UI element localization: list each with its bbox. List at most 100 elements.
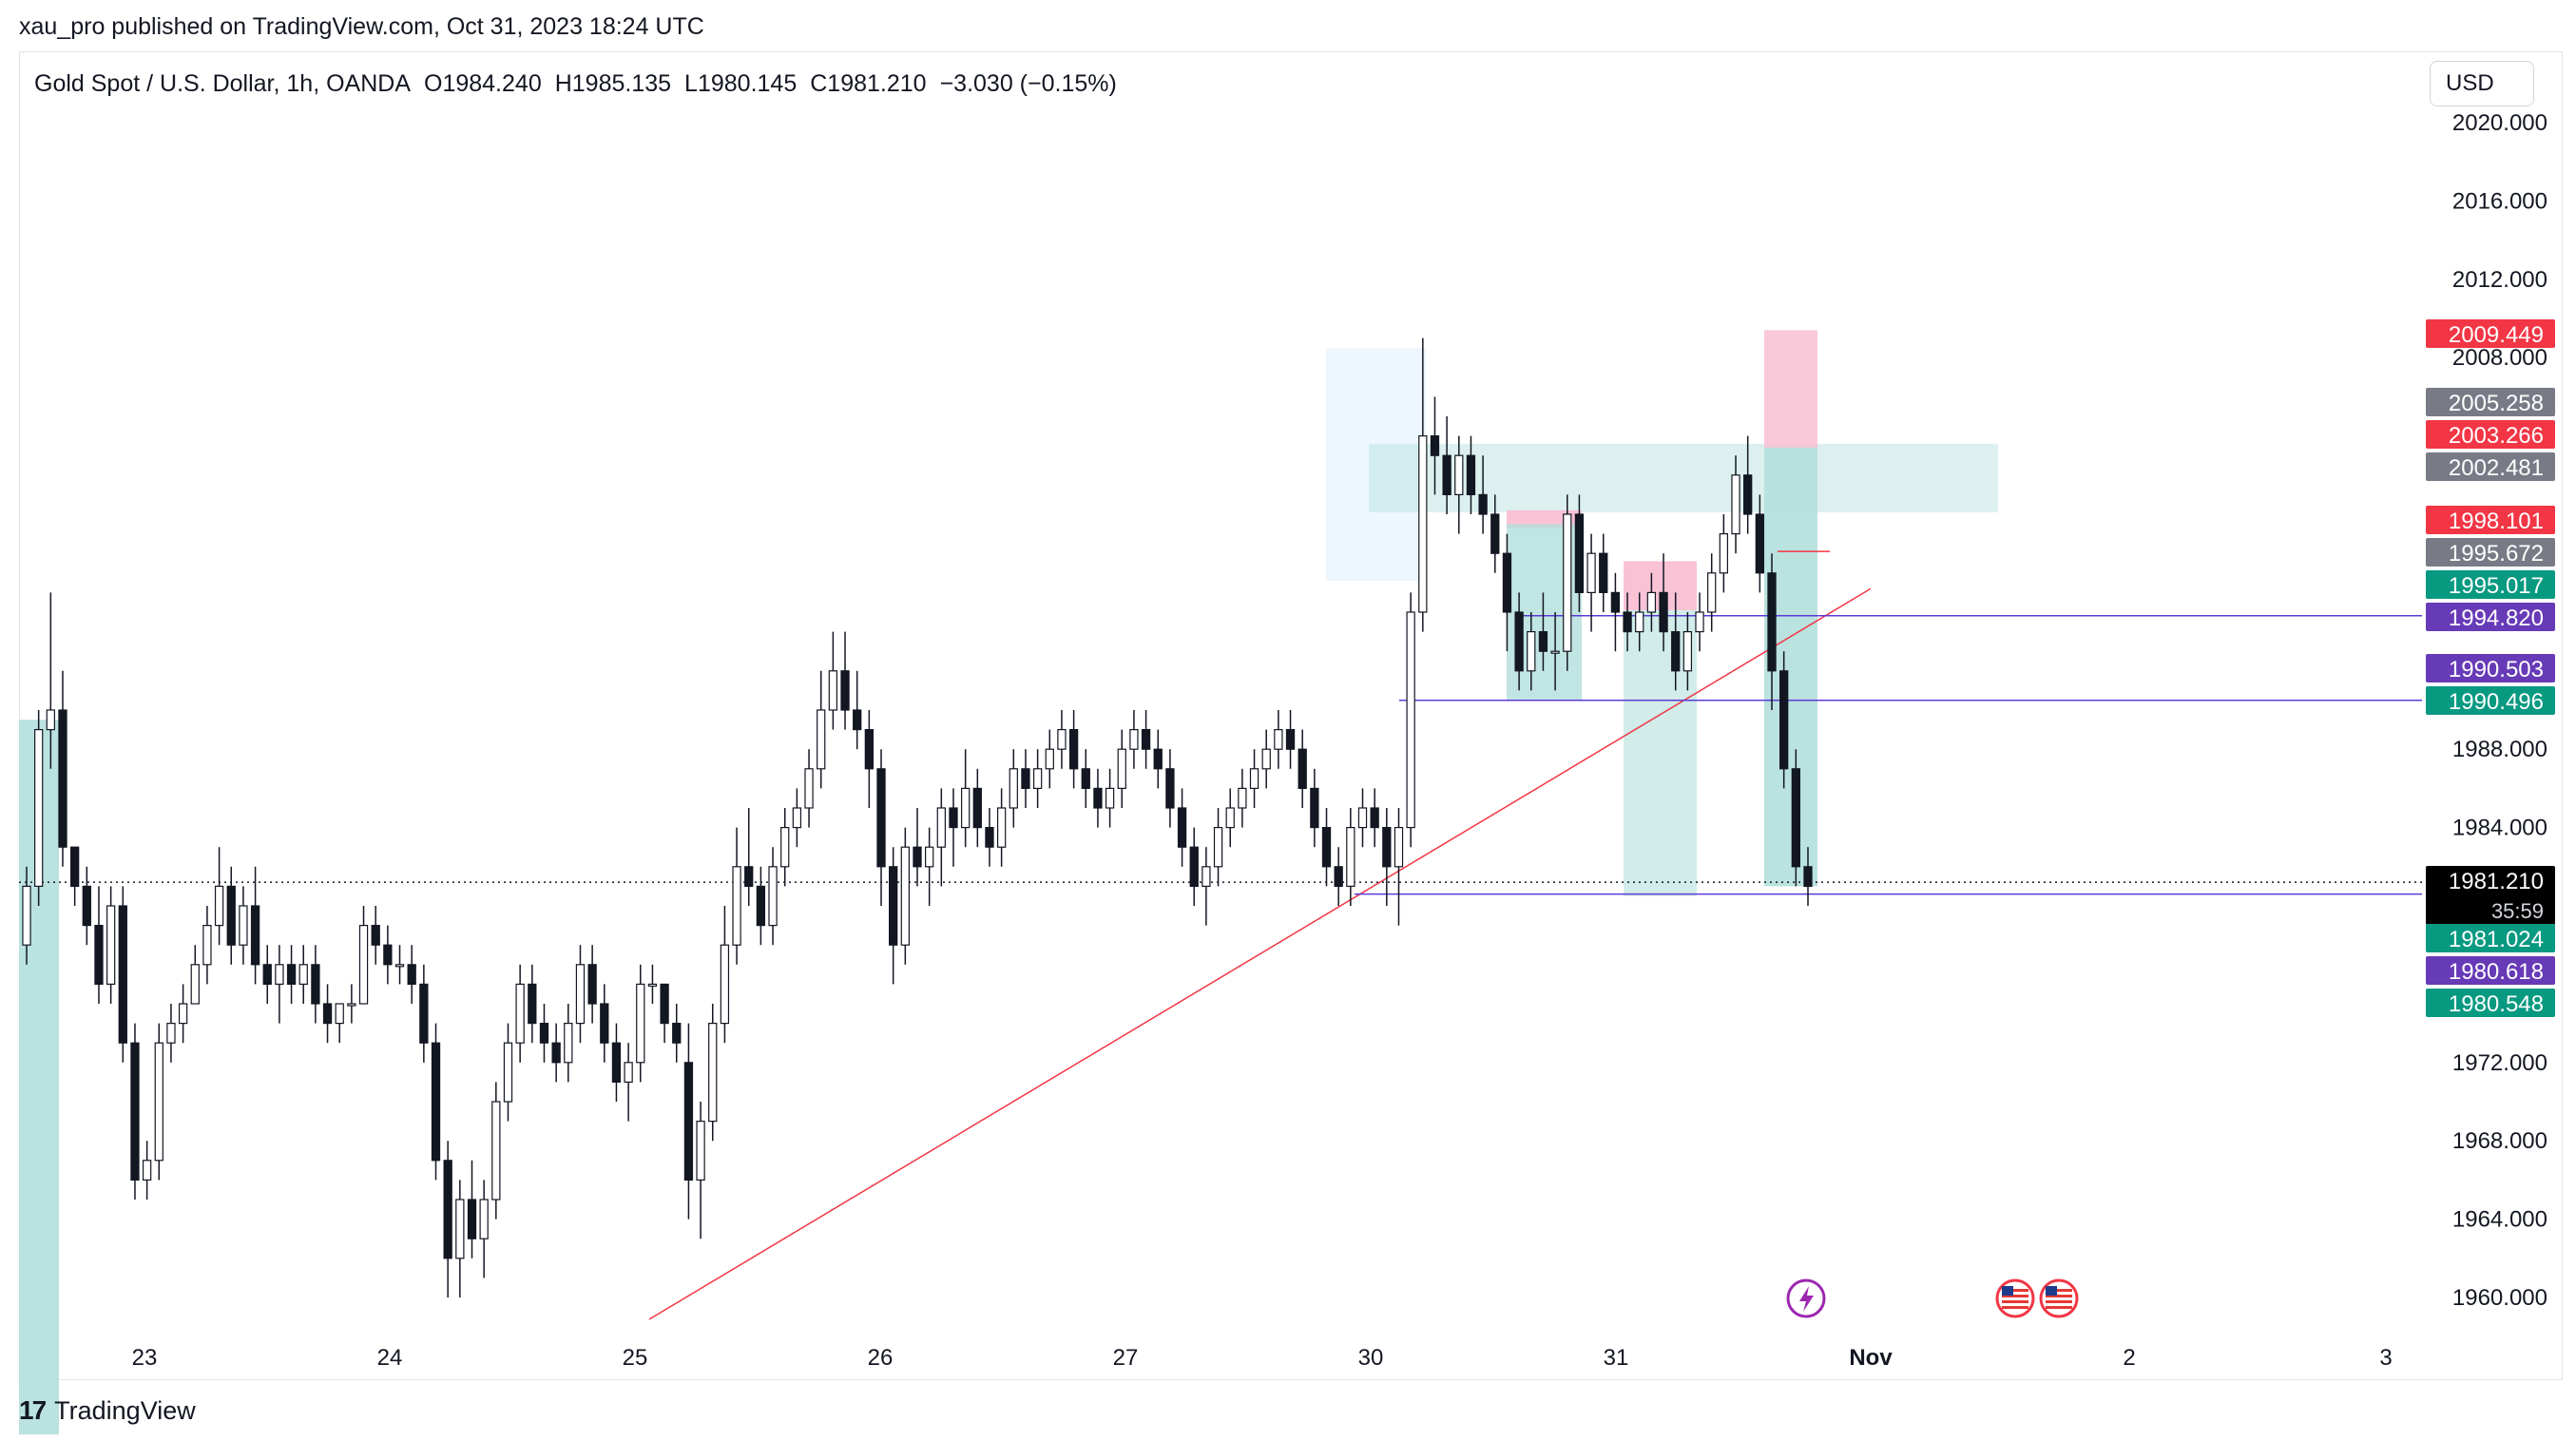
ohlc-close: C1981.210 — [810, 70, 927, 97]
candle-body — [130, 1042, 140, 1181]
candle-body — [1478, 493, 1488, 515]
us-flag-event-icon — [2039, 1278, 2079, 1318]
candle-body — [1009, 768, 1018, 809]
candle — [178, 984, 188, 1044]
stop-zone-3 — [1764, 330, 1817, 448]
candle-body — [226, 885, 236, 946]
candle-body — [214, 885, 224, 927]
candle-body — [876, 768, 886, 868]
candle — [202, 906, 212, 985]
candle — [431, 1023, 441, 1181]
candle-body — [154, 1042, 163, 1162]
candle-body — [864, 728, 875, 770]
candle — [1695, 592, 1704, 652]
currency-button[interactable]: USD — [2430, 61, 2534, 106]
price-label: 1981.210 35:59 — [2426, 866, 2555, 925]
candle-body — [34, 728, 44, 887]
time-tick-label: 30 — [1358, 1345, 1384, 1371]
candle-body — [1538, 630, 1548, 652]
price-tick-label: 1964.000 — [2452, 1207, 2547, 1233]
price-label-bg — [2426, 538, 2555, 567]
candle-body — [804, 768, 814, 809]
candle-body — [1261, 748, 1271, 770]
candle — [1310, 768, 1319, 848]
candle — [1514, 592, 1524, 691]
candle — [1045, 729, 1054, 789]
price-label: 1998.101 — [2426, 506, 2555, 534]
symbol-name[interactable]: Gold Spot / U.S. Dollar, 1h, OANDA — [34, 70, 411, 97]
price-label: 2005.258 — [2426, 388, 2555, 416]
candle-body — [1081, 768, 1090, 789]
candle — [130, 1023, 140, 1200]
price-label-text: 1981.024 — [2449, 927, 2544, 952]
price-label-bg — [2426, 924, 2555, 952]
candle — [564, 1004, 573, 1083]
candle — [503, 1023, 513, 1122]
candle-body — [250, 905, 260, 966]
candle-body — [1225, 807, 1235, 829]
price-label-bg — [2426, 452, 2555, 481]
candle — [347, 984, 356, 1024]
candle-body — [1068, 728, 1079, 770]
candle — [1177, 788, 1187, 867]
price-label-text: 1998.101 — [2449, 509, 2544, 534]
price-label-text: 2003.266 — [2449, 423, 2544, 449]
price-label: 1990.503 — [2426, 654, 2555, 682]
candle — [756, 866, 766, 946]
candle — [214, 847, 224, 946]
price-label: 2009.449 — [2426, 319, 2555, 348]
price-label-bg — [2426, 686, 2555, 715]
candle — [720, 906, 730, 1044]
candle-body — [479, 1199, 489, 1239]
candle-body — [1021, 768, 1030, 789]
candle — [1213, 808, 1223, 887]
candle-body — [1189, 846, 1199, 888]
flag-canton — [2046, 1286, 2057, 1296]
candle — [683, 1023, 694, 1220]
candle — [1707, 553, 1717, 632]
candle — [708, 1004, 718, 1142]
candle — [636, 964, 645, 1083]
chart-frame — [19, 51, 2563, 1380]
candle — [949, 788, 958, 867]
candle-body — [1117, 748, 1126, 790]
candle — [828, 631, 838, 730]
candle — [1659, 553, 1668, 652]
candle — [1285, 710, 1296, 769]
candle-body — [1779, 670, 1789, 770]
candle-body — [166, 1022, 176, 1044]
price-label: 1994.820 — [2426, 603, 2555, 631]
candle-body — [611, 1042, 622, 1083]
candle-body — [853, 709, 862, 731]
candle — [311, 945, 320, 1024]
candle-body — [431, 1042, 441, 1162]
candle-body — [1321, 826, 1332, 868]
candle-body — [539, 1022, 549, 1044]
candle-body — [298, 964, 308, 985]
ohlc-low: L1980.145 — [684, 70, 798, 97]
price-label-text: 1995.017 — [2449, 573, 2544, 599]
time-tick-label: Nov — [1849, 1345, 1893, 1371]
candle-body — [46, 709, 55, 731]
candle — [479, 1180, 489, 1278]
candle-body — [1442, 454, 1451, 496]
candle — [600, 984, 609, 1063]
price-tick-label: 1968.000 — [2452, 1128, 2547, 1154]
candle-body — [1153, 748, 1163, 770]
footer-brand[interactable]: 17 TradingView — [19, 1395, 196, 1426]
candle — [1153, 729, 1163, 789]
candle — [528, 964, 537, 1044]
candle-body — [1346, 826, 1355, 887]
candle — [1141, 710, 1151, 769]
candle — [1563, 494, 1572, 671]
candle — [1249, 749, 1259, 808]
candle-body — [118, 905, 127, 1044]
candle — [876, 749, 886, 906]
candle — [1767, 553, 1777, 710]
candle — [1081, 749, 1090, 808]
candle-body — [1357, 807, 1368, 829]
candle-body — [1032, 768, 1043, 789]
candle — [190, 945, 200, 1005]
candle-body — [792, 807, 802, 829]
